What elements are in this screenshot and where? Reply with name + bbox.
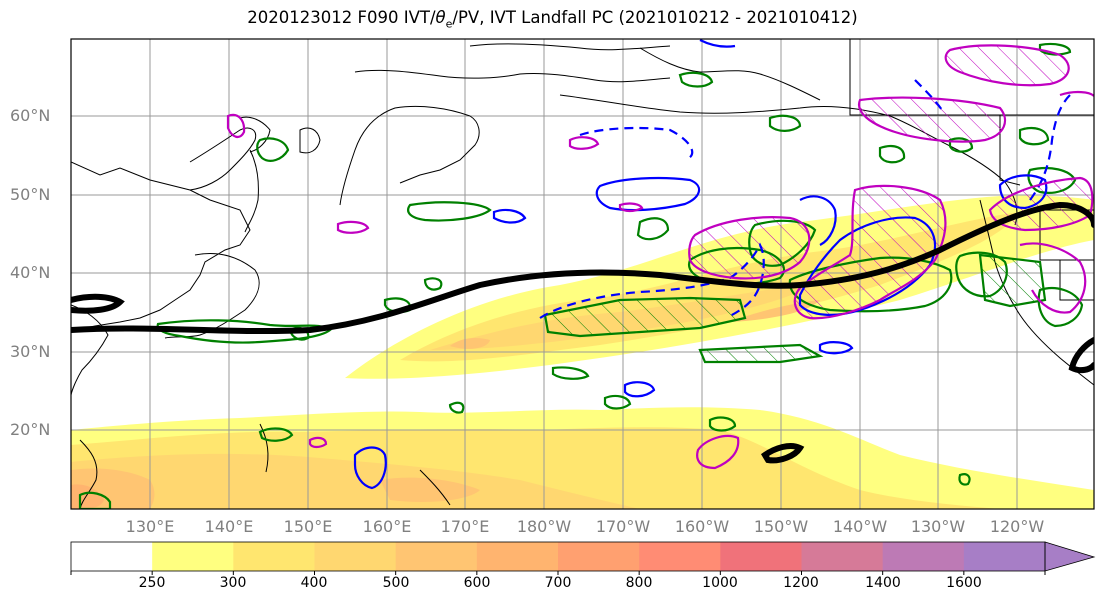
pv-contours (78, 42, 1084, 509)
colorbar-label-700: 700 (544, 575, 572, 591)
colorbar-segment (152, 542, 234, 571)
ivt-south-dark (71, 453, 640, 509)
colorbar-label-400: 400 (300, 575, 328, 591)
lat-label-40n: 40°N (10, 263, 51, 282)
colorbar-label-250: 250 (138, 575, 166, 591)
colorbar-segment (395, 542, 478, 571)
colorbar-segment (558, 542, 640, 571)
landfall-hatch-4 (945, 45, 1069, 86)
title-theta: θ (435, 8, 446, 27)
landfall-hatch-1 (794, 185, 946, 319)
lon-label-160w: 160°W (674, 517, 730, 536)
landfall-contours (226, 44, 1094, 470)
colorbar-segment (314, 542, 397, 571)
map-title: 2020123012 F090 IVT/θe/PV, IVT Landfall … (0, 8, 1105, 30)
lon-label-180w: 180°W (516, 517, 572, 536)
colorbar-segment (639, 542, 721, 571)
lat-label-20n: 20°N (10, 420, 51, 439)
colorbar-extend-arrow (1044, 541, 1096, 572)
colorbar-segment (71, 542, 153, 571)
lat-label-50n: 50°N (10, 185, 51, 204)
colorbar-segment (963, 542, 1046, 571)
title-suffix: /PV, IVT Landfall PC (2021010212 - 20210… (452, 8, 858, 27)
colorbar-segment (720, 542, 802, 571)
lat-label-60n: 60°N (10, 106, 51, 125)
lon-label-120w: 120°W (989, 517, 1045, 536)
colorbar-label-1600: 1600 (946, 575, 982, 591)
lon-label-140w: 140°W (832, 517, 888, 536)
lon-label-150w: 150°W (753, 517, 809, 536)
title-prefix: 2020123012 F090 IVT/ (247, 8, 436, 27)
colorbar-label-600: 600 (463, 575, 491, 591)
lon-label-160e: 160°E (362, 517, 412, 536)
lon-label-170w: 170°W (595, 517, 651, 536)
colorbar-label-1000: 1000 (702, 575, 738, 591)
lat-label-30n: 30°N (10, 342, 51, 361)
colorbar-label-800: 800 (625, 575, 653, 591)
lon-label-150e: 150°E (283, 517, 333, 536)
map-frame (70, 38, 1095, 510)
colorbar-label-500: 500 (382, 575, 410, 591)
colorbar-ticks (70, 571, 1046, 575)
colorbar-segment (233, 542, 315, 571)
landfall-hatch-5 (859, 97, 1005, 142)
ivt-south-core (71, 468, 480, 509)
colorbar-label-1200: 1200 (783, 575, 819, 591)
colorbar-label-1400: 1400 (865, 575, 901, 591)
lon-label-130w: 130°W (910, 517, 966, 536)
colorbar-segments (71, 542, 1046, 571)
theta-e-contours (353, 39, 1071, 490)
title-subscript: e (445, 17, 453, 31)
ivt-core-1 (450, 338, 490, 349)
colorbar-segment (801, 542, 884, 571)
lon-label-170e: 170°E (440, 517, 490, 536)
colorbar-segment (882, 542, 965, 571)
lon-label-140e: 140°E (204, 517, 254, 536)
jet-axis (71, 201, 1094, 464)
colorbar-label-300: 300 (219, 575, 247, 591)
pv-hatch-1 (545, 298, 745, 336)
colorbar-segment (476, 542, 559, 571)
lon-label-130e: 130°E (125, 517, 175, 536)
